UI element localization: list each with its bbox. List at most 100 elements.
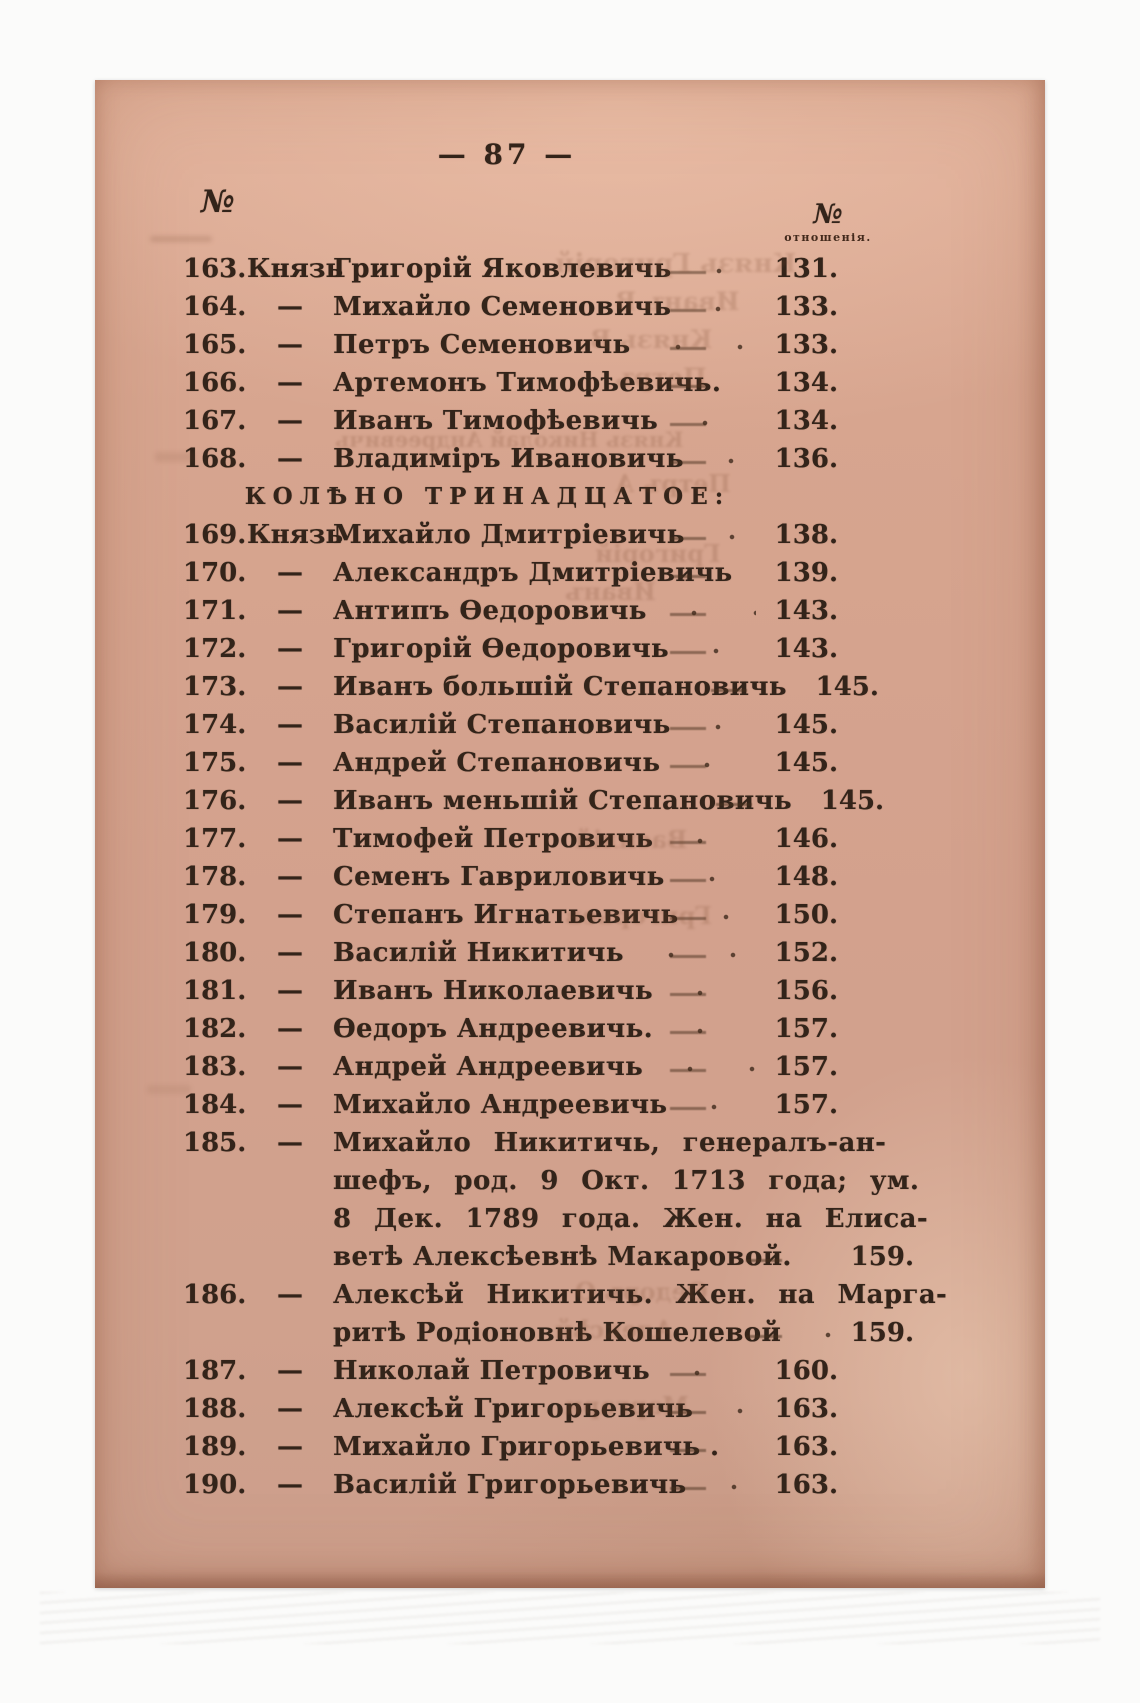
- leader-dots: [703, 1390, 756, 1428]
- entry-page-ref: 148.: [774, 862, 838, 892]
- page-curl-shadow: [95, 1572, 1045, 1588]
- toc-entry: 186. — Алексѣй Никитичь. Жен. на Марга-рит…: [183, 1276, 948, 1352]
- toc-entry: 169. Князь Михайло Дмитріевичь 138.: [183, 516, 838, 554]
- entry-page-ref: 145.: [774, 710, 838, 740]
- entry-name-line: Ѳедоръ Андреевичь.: [333, 1010, 762, 1048]
- bleedthrough-text: Маргари: [565, 1391, 689, 1420]
- entry-page-ref: 139.: [774, 558, 838, 588]
- toc-entry: 176. — Иванъ меньшій Степановичь 145.: [183, 782, 884, 820]
- leader-dots: [791, 1314, 832, 1352]
- book-page: — 87 — № № отношенія. 163. Князь Григорій …: [95, 80, 1045, 1588]
- entry-page-ref: 150.: [774, 900, 838, 930]
- entry-page-ref: 159.: [850, 1318, 914, 1348]
- entry-name: Николай Петровичь: [333, 1352, 762, 1390]
- scan-streak-artifact: [40, 1592, 1100, 1644]
- numero-sign: №: [813, 199, 843, 230]
- entry-number: 178.: [183, 862, 247, 892]
- entry-number: 186.: [183, 1280, 247, 1310]
- entry-number: 187.: [183, 1356, 247, 1386]
- entry-name-line: Иванъ Тимофѣевичь: [333, 402, 762, 440]
- entry-page-ref: 152.: [774, 938, 838, 968]
- leader-dots: [660, 1352, 756, 1390]
- toc-entry: 166. — Артемонъ Тимофѣевичь. 134.: [183, 364, 838, 402]
- entry-page-ref: 136.: [774, 444, 838, 474]
- entry-ditto-dash: —: [277, 330, 303, 360]
- entry-name: Артемонъ Тимофѣевичь.: [333, 364, 762, 402]
- leader-dots: [681, 288, 756, 326]
- entry-name-line: Михайло Дмитріевичь: [333, 516, 762, 554]
- entry-ditto-dash: —: [277, 1470, 303, 1500]
- entry-ditto-dash: —: [277, 558, 303, 588]
- entry-number: 180.: [183, 938, 247, 968]
- toc-entry: 175. — Андрей Степановичь 145.: [183, 744, 838, 782]
- entry-name-line: Семенъ Гавриловичь: [333, 858, 762, 896]
- toc-entry: 178. — Семенъ Гавриловичь 148.: [183, 858, 838, 896]
- entry-name-text: Иванъ большій Степановичь: [333, 672, 787, 702]
- entry-name-line: Василій Степановичь: [333, 706, 762, 744]
- toc-entry: 163. Князь Григорій Яковлевичь 131.: [183, 250, 838, 288]
- leader-dots: [696, 1466, 756, 1504]
- entry-name-line: Николай Петровичь: [333, 1352, 762, 1390]
- entry-name: Семенъ Гавриловичь: [333, 858, 762, 896]
- entry-number: 175.: [183, 748, 247, 778]
- entry-ditto-dash: —: [277, 1432, 303, 1462]
- entry-ditto-dash: —: [277, 1356, 303, 1386]
- entry-name-line: Иванъ меньшій Степановичь: [333, 782, 808, 820]
- entry-number: 189.: [183, 1432, 247, 1462]
- entry-name-text: Григорій Яковлевичь: [333, 254, 672, 284]
- entry-name-text: Антипъ Ѳедоровичь: [333, 596, 647, 626]
- entry-page-ref: 159.: [850, 1242, 914, 1272]
- entry-number: 173.: [183, 672, 247, 702]
- leader-dots: [688, 896, 756, 934]
- entry-number: 174.: [183, 710, 247, 740]
- bleedthrough-text: Григорьев: [565, 901, 712, 930]
- entry-name-line: Иванъ большій Степановичь: [333, 668, 803, 706]
- entry-page-ref: 163.: [774, 1470, 838, 1500]
- entry-page-ref: 133.: [774, 292, 838, 322]
- toc-entry: 177. — Тимофей Петровичь 146.: [183, 820, 838, 858]
- entry-name-line: Александръ Дмитріевичь: [333, 554, 762, 592]
- entry-name-line: Алексѣй Никитичь. Жен. на Марга-: [333, 1280, 948, 1310]
- bleedthrough-text: Василій: [575, 825, 688, 854]
- entry-title: Князь: [247, 254, 344, 284]
- entry-ditto-dash: —: [277, 976, 303, 1006]
- leader-dots: [640, 326, 756, 364]
- entry-page-ref: 131.: [774, 254, 838, 284]
- bleedthrough-text: Алексѣй: [555, 1315, 674, 1344]
- entry-name-text: Тимофей Петровичь: [333, 824, 654, 854]
- toc-entry: 183. — Андрей Андреевичь 157.: [183, 1048, 838, 1086]
- bleedthrough-text: Иванъ В: [615, 287, 740, 316]
- leader-dots: [681, 250, 756, 288]
- entry-number: 171.: [183, 596, 247, 626]
- entry-name-text: Василій Степановичь: [333, 710, 671, 740]
- entry-name: Андрей Андреевичь: [333, 1048, 762, 1086]
- entry-name: Тимофей Петровичь: [333, 820, 762, 858]
- entry-number: 164.: [183, 292, 247, 322]
- entry-name-text: Михайло Андреевичь: [333, 1090, 668, 1120]
- entry-number: 168.: [183, 444, 247, 474]
- entry-name-text: Андрей Андреевичь: [333, 1052, 644, 1082]
- entry-name: Михайло Дмитріевичь: [333, 516, 762, 554]
- entry-number: 181.: [183, 976, 247, 1006]
- leader-dots: [677, 1086, 756, 1124]
- entry-name-line: Петръ Семеновичь: [333, 326, 762, 364]
- entry-name-text: Семенъ Гавриловичь: [333, 862, 665, 892]
- entry-name-text: Николай Петровичь: [333, 1356, 651, 1386]
- entry-name-line: Артемонъ Тимофѣевичь.: [333, 364, 762, 402]
- entry-name-text: Андрей Степановичь: [333, 748, 661, 778]
- entry-name-text: Михайло Дмитріевичь: [333, 520, 685, 550]
- entry-ditto-dash: —: [277, 786, 303, 816]
- entry-page-ref: 145.: [815, 672, 879, 702]
- entry-name-line: Тимофей Петровичь: [333, 820, 762, 858]
- entry-ditto-dash: —: [277, 672, 303, 702]
- entry-name-text: Иванъ Николаевичь: [333, 976, 654, 1006]
- entry-number: 188.: [183, 1394, 247, 1424]
- entry-number: 166.: [183, 368, 247, 398]
- entry-name-text: Иванъ меньшій Степановичь: [333, 786, 793, 816]
- bleedthrough-text: Князь Григорій: [555, 249, 797, 279]
- entry-ditto-dash: —: [277, 748, 303, 778]
- entry-name-text: Степанъ Игнатьевичь: [333, 900, 679, 930]
- entry-number: 183.: [183, 1052, 247, 1082]
- entry-title: Князь: [247, 520, 344, 550]
- entry-page-ref: 156.: [774, 976, 838, 1006]
